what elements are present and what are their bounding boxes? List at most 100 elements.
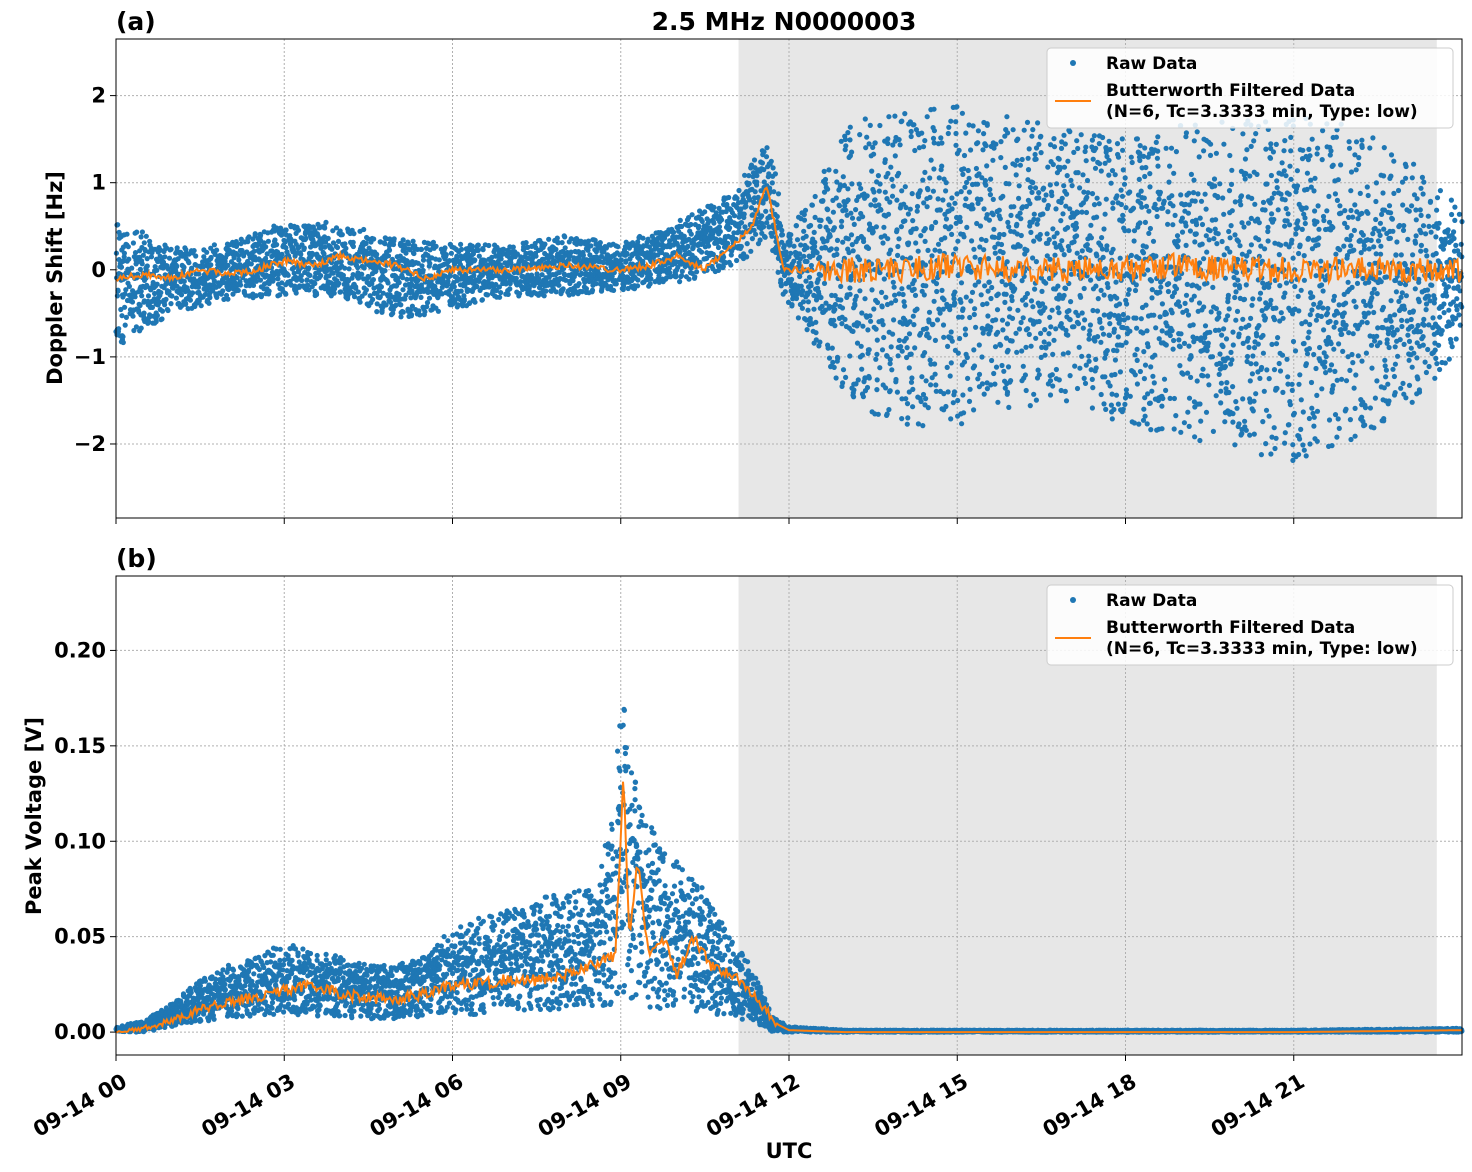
raw-data-point (813, 319, 819, 325)
raw-data-point (715, 244, 722, 251)
raw-data-point (1110, 205, 1116, 211)
raw-data-point (849, 181, 855, 187)
raw-data-point (964, 224, 970, 230)
raw-data-point (1373, 216, 1379, 223)
raw-data-point (1393, 252, 1399, 258)
raw-data-point (1141, 349, 1147, 355)
raw-data-point (812, 239, 818, 245)
raw-data-point (1092, 165, 1099, 171)
raw-data-point (848, 232, 855, 238)
raw-data-point (1157, 189, 1163, 195)
raw-data-point (1079, 248, 1085, 254)
raw-data-point (948, 360, 954, 366)
raw-data-point (1141, 195, 1147, 201)
raw-data-point (833, 168, 839, 174)
raw-data-point (1204, 249, 1210, 255)
raw-data-point (996, 207, 1002, 213)
raw-data-point (1212, 183, 1218, 189)
raw-data-point (1243, 282, 1249, 288)
raw-data-point (1332, 191, 1338, 197)
raw-data-point (1158, 284, 1164, 290)
raw-data-point (382, 268, 388, 274)
raw-data-point (181, 278, 187, 284)
raw-data-point (144, 256, 150, 262)
raw-data-point (1360, 232, 1366, 238)
raw-data-point (1123, 340, 1129, 346)
raw-data-point (1309, 136, 1315, 142)
raw-data-point (1000, 193, 1006, 199)
raw-data-point (1237, 285, 1243, 291)
raw-data-point (1294, 168, 1300, 174)
raw-data-point (1308, 379, 1315, 386)
raw-data-point (847, 285, 853, 291)
raw-data-point (1359, 358, 1365, 364)
raw-data-point (1145, 267, 1151, 273)
raw-data-point (1250, 408, 1256, 414)
raw-data-point (949, 206, 955, 212)
raw-data-point (1067, 373, 1073, 379)
raw-data-point (145, 293, 152, 299)
raw-data-point (1230, 329, 1236, 335)
raw-data-point (1176, 275, 1182, 281)
raw-data-point (1025, 326, 1031, 332)
raw-data-point (1201, 256, 1207, 262)
raw-data-point (1087, 322, 1093, 328)
raw-data-point (1255, 341, 1261, 347)
raw-data-point (1210, 428, 1216, 434)
raw-data-point (1069, 183, 1075, 189)
raw-data-point (911, 286, 917, 292)
raw-data-point (1314, 392, 1320, 398)
raw-data-point (420, 267, 426, 273)
raw-data-point (1290, 255, 1296, 261)
raw-data-point (1213, 217, 1219, 223)
raw-data-point (888, 344, 894, 350)
raw-data-point (1295, 218, 1301, 224)
raw-data-point (285, 272, 291, 278)
raw-data-point (1343, 378, 1350, 384)
raw-data-point (1000, 327, 1006, 333)
raw-data-point (855, 377, 861, 383)
raw-data-point (902, 218, 908, 224)
raw-data-point (1146, 208, 1152, 214)
raw-data-point (1145, 344, 1151, 350)
raw-data-point (1134, 381, 1140, 387)
raw-data-point (934, 288, 940, 295)
raw-data-point (1002, 299, 1008, 305)
raw-data-point (1293, 231, 1299, 237)
raw-data-point (385, 253, 392, 259)
raw-data-point (1314, 408, 1321, 414)
raw-data-point (865, 245, 872, 251)
raw-data-point (140, 252, 146, 258)
raw-data-point (1169, 193, 1175, 199)
raw-data-point (1345, 279, 1351, 285)
raw-data-point (1099, 246, 1105, 252)
raw-data-point (1233, 270, 1240, 276)
raw-data-point (236, 257, 242, 263)
raw-data-point (1386, 344, 1392, 351)
raw-data-point (307, 272, 313, 278)
raw-data-point (1027, 184, 1033, 191)
raw-data-point (1246, 322, 1252, 328)
raw-data-point (1235, 277, 1241, 283)
raw-data-point (1392, 361, 1398, 367)
raw-data-point (1307, 153, 1313, 159)
raw-data-point (1339, 376, 1345, 382)
raw-data-point (1278, 191, 1284, 197)
raw-data-point (174, 263, 180, 270)
raw-data-point (858, 185, 864, 192)
raw-data-point (1099, 325, 1105, 331)
raw-data-point (1269, 195, 1275, 201)
raw-data-point (1386, 203, 1393, 209)
raw-data-point (1102, 266, 1108, 272)
raw-data-point (336, 280, 342, 286)
raw-data-point (688, 221, 694, 228)
raw-data-point (926, 335, 932, 341)
raw-data-point (1061, 164, 1068, 170)
raw-data-point (881, 334, 887, 341)
raw-data-point (1082, 317, 1088, 323)
raw-data-point (1093, 356, 1099, 362)
raw-data-point (971, 246, 977, 252)
raw-data-point (152, 290, 158, 297)
raw-data-point (1273, 141, 1279, 147)
raw-data-point (363, 240, 369, 247)
